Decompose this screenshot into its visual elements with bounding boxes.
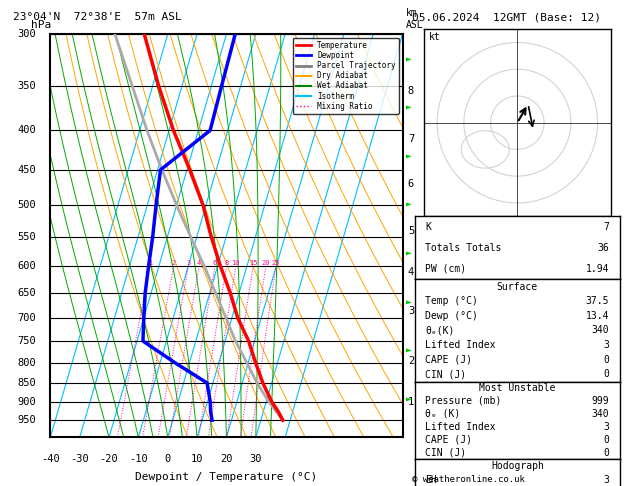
Text: hPa: hPa [31, 20, 51, 30]
Text: 10: 10 [191, 453, 203, 464]
Text: 20: 20 [220, 453, 233, 464]
Text: 750: 750 [18, 336, 36, 346]
Text: θₑ(K): θₑ(K) [425, 326, 455, 335]
Text: 0: 0 [603, 369, 610, 379]
Text: 0: 0 [603, 435, 610, 445]
Text: 2: 2 [408, 356, 414, 365]
Text: 7: 7 [408, 135, 414, 144]
Text: PW (cm): PW (cm) [425, 264, 467, 274]
Text: 340: 340 [592, 326, 610, 335]
Text: 0: 0 [603, 355, 610, 364]
Text: 800: 800 [18, 358, 36, 367]
Text: 15: 15 [249, 260, 257, 266]
Text: ►: ► [406, 345, 411, 355]
Text: 8: 8 [225, 260, 229, 266]
Text: 23°04'N  72°38'E  57m ASL: 23°04'N 72°38'E 57m ASL [13, 12, 181, 22]
Text: 650: 650 [18, 288, 36, 298]
Text: Pressure (mb): Pressure (mb) [425, 396, 502, 406]
Text: 400: 400 [18, 125, 36, 136]
Text: 1: 1 [408, 397, 414, 407]
Legend: Temperature, Dewpoint, Parcel Trajectory, Dry Adiabat, Wet Adiabat, Isotherm, Mi: Temperature, Dewpoint, Parcel Trajectory… [292, 38, 399, 114]
Text: 4: 4 [408, 267, 414, 277]
Text: 6: 6 [408, 179, 414, 190]
Text: θₑ (K): θₑ (K) [425, 409, 460, 419]
Text: 3: 3 [603, 340, 610, 350]
Text: ►: ► [406, 151, 411, 160]
Text: 700: 700 [18, 313, 36, 323]
Text: 500: 500 [18, 200, 36, 210]
Text: 900: 900 [18, 397, 36, 407]
Text: Mixing Ratio (g/kg): Mixing Ratio (g/kg) [433, 185, 442, 287]
Text: Most Unstable: Most Unstable [479, 383, 555, 393]
Text: ►: ► [406, 199, 411, 209]
Text: K: K [425, 222, 431, 232]
Text: Temp (°C): Temp (°C) [425, 296, 478, 306]
Text: 6: 6 [213, 260, 217, 266]
Text: 600: 600 [18, 261, 36, 271]
Text: -30: -30 [70, 453, 89, 464]
Text: kt: kt [429, 32, 441, 42]
Text: 13.4: 13.4 [586, 311, 610, 321]
Text: 3: 3 [603, 422, 610, 432]
Text: 0: 0 [165, 453, 171, 464]
Text: CAPE (J): CAPE (J) [425, 435, 472, 445]
Text: ►: ► [406, 296, 411, 306]
Text: EH: EH [425, 475, 437, 485]
Text: ►: ► [406, 394, 411, 403]
Text: 37.5: 37.5 [586, 296, 610, 306]
Text: 350: 350 [18, 81, 36, 91]
Text: -20: -20 [99, 453, 118, 464]
Text: ►: ► [406, 102, 411, 112]
Text: CIN (J): CIN (J) [425, 448, 467, 458]
Text: 30: 30 [250, 453, 262, 464]
Text: 3: 3 [603, 475, 610, 485]
Text: 05.06.2024  12GMT (Base: 12): 05.06.2024 12GMT (Base: 12) [412, 12, 601, 22]
Text: ►: ► [406, 248, 411, 258]
Text: 25: 25 [272, 260, 280, 266]
Text: 1: 1 [148, 260, 152, 266]
Text: 340: 340 [592, 409, 610, 419]
Text: © weatheronline.co.uk: © weatheronline.co.uk [412, 474, 525, 484]
Text: Dewp (°C): Dewp (°C) [425, 311, 478, 321]
Text: 10: 10 [231, 260, 240, 266]
Text: 550: 550 [18, 232, 36, 242]
Text: 8: 8 [408, 87, 414, 96]
Text: CIN (J): CIN (J) [425, 369, 467, 379]
Text: 5: 5 [408, 226, 414, 236]
Text: Surface: Surface [497, 282, 538, 292]
Text: 36: 36 [598, 243, 610, 253]
Text: Totals Totals: Totals Totals [425, 243, 502, 253]
Text: ►: ► [406, 53, 411, 63]
Text: -10: -10 [129, 453, 148, 464]
Text: 3: 3 [408, 306, 414, 315]
Text: 20: 20 [262, 260, 270, 266]
Text: CAPE (J): CAPE (J) [425, 355, 472, 364]
Text: 4: 4 [197, 260, 201, 266]
Text: 3: 3 [186, 260, 191, 266]
Text: -40: -40 [41, 453, 60, 464]
Text: km
ASL: km ASL [406, 8, 424, 30]
Text: 300: 300 [18, 29, 36, 39]
Text: 850: 850 [18, 378, 36, 388]
Text: 0: 0 [603, 448, 610, 458]
Text: Dewpoint / Temperature (°C): Dewpoint / Temperature (°C) [135, 472, 318, 482]
Text: Lifted Index: Lifted Index [425, 422, 496, 432]
Text: 2: 2 [172, 260, 175, 266]
Text: 999: 999 [592, 396, 610, 406]
Text: 950: 950 [18, 415, 36, 425]
Text: Hodograph: Hodograph [491, 461, 544, 471]
Text: 1.94: 1.94 [586, 264, 610, 274]
Text: 450: 450 [18, 165, 36, 175]
Text: 7: 7 [603, 222, 610, 232]
Text: Lifted Index: Lifted Index [425, 340, 496, 350]
